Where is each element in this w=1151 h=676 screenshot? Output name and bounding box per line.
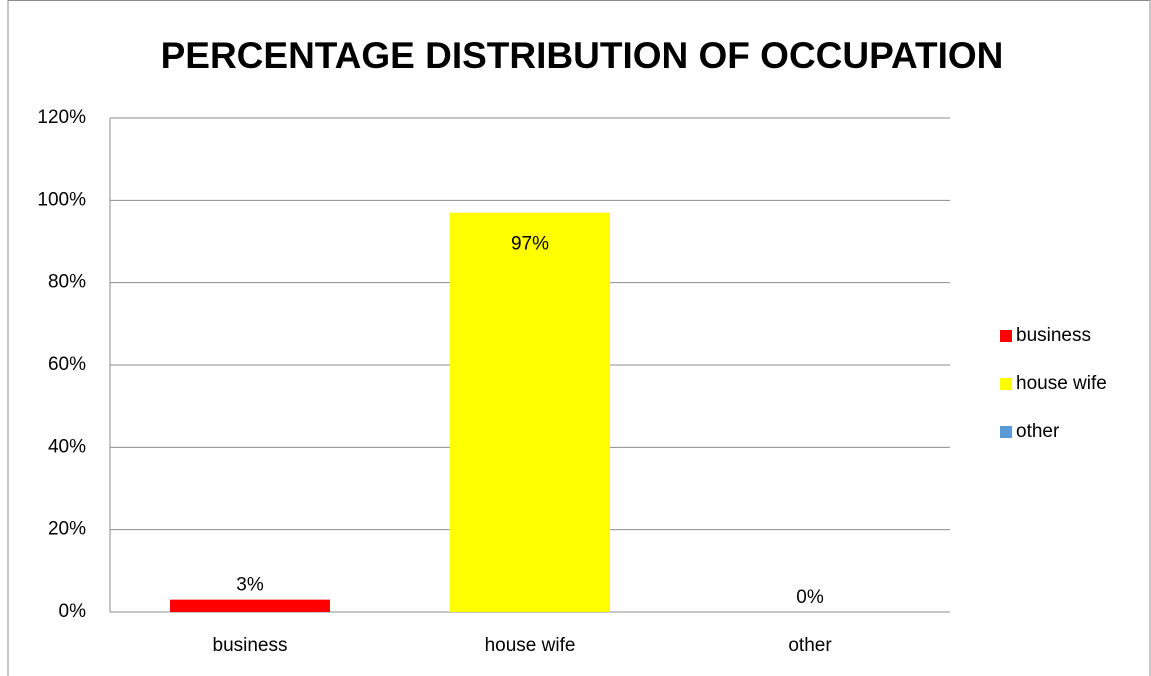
legend-label: business [1016,325,1091,346]
data-label: 3% [236,575,264,596]
y-tick-label: 120% [37,107,86,128]
legend-label: house wife [1016,373,1107,394]
legend-swatch [1000,378,1012,390]
y-tick-label: 80% [48,272,86,293]
chart-title: PERCENTAGE DISTRIBUTION OF OCCUPATION [161,35,1004,76]
data-label: 0% [796,587,824,608]
x-tick-label: business [213,635,288,656]
y-tick-label: 20% [48,519,86,540]
legend-swatch [1000,330,1012,342]
y-tick-label: 100% [37,189,86,210]
x-tick-label: other [788,635,832,656]
data-label: 97% [511,234,549,255]
bar [170,599,330,612]
bar [450,212,610,612]
y-tick-label: 0% [59,601,87,622]
y-tick-label: 40% [48,436,86,457]
legend-label: other [1016,421,1060,442]
legend-swatch [1000,426,1012,438]
x-tick-label: house wife [485,635,576,656]
y-tick-label: 60% [48,354,86,375]
